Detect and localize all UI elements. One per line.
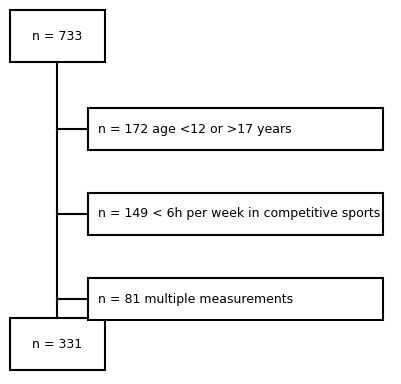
FancyBboxPatch shape: [88, 193, 383, 235]
FancyBboxPatch shape: [88, 278, 383, 320]
Text: n = 172 age <12 or >17 years: n = 172 age <12 or >17 years: [98, 122, 292, 136]
Text: n = 733: n = 733: [32, 30, 83, 43]
Text: n = 331: n = 331: [32, 338, 83, 351]
FancyBboxPatch shape: [10, 10, 105, 62]
Text: n = 149 < 6h per week in competitive sports: n = 149 < 6h per week in competitive spo…: [98, 207, 380, 220]
FancyBboxPatch shape: [88, 108, 383, 150]
FancyBboxPatch shape: [10, 318, 105, 370]
Text: n = 81 multiple measurements: n = 81 multiple measurements: [98, 293, 293, 306]
